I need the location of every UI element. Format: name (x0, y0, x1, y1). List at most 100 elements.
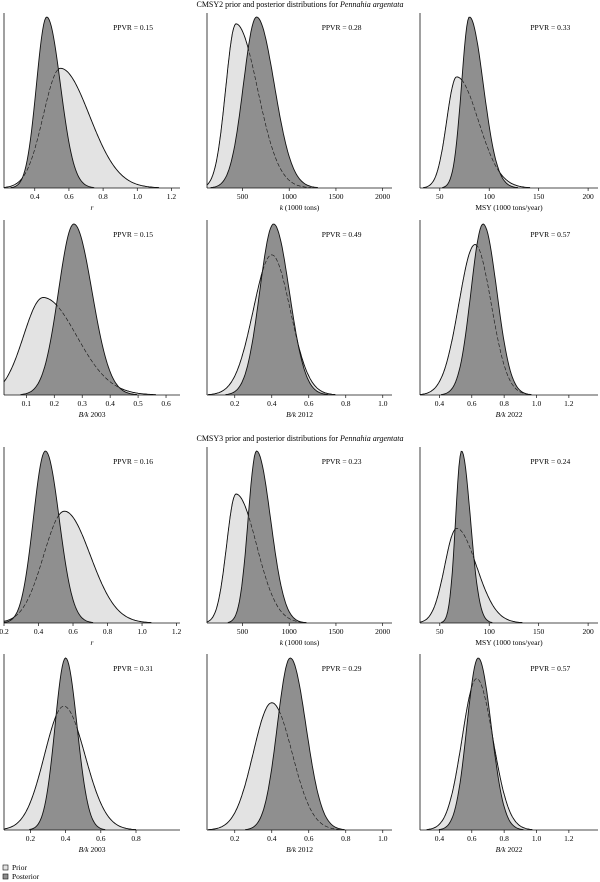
posterior-curve (440, 450, 493, 624)
prior-dashed-curve (426, 678, 533, 830)
ppvr-label: PPVR = 0.49 (322, 230, 362, 239)
x-tick-label: 1.2 (167, 192, 177, 201)
panel-cmsy2-bk2022: 0.4 0.6 0.8 1.0 1.2 B/k 2022 PPVR = 0.57 (419, 220, 598, 419)
posterior-area (225, 224, 329, 395)
x-tick-label: 0.4 (435, 399, 445, 408)
x-tick-label: 0.8 (341, 399, 351, 408)
x-tick-label: 0.1 (22, 399, 32, 408)
posterior-area (20, 224, 138, 395)
posterior-curve (20, 223, 138, 396)
x-tick-label: 2000 (375, 192, 390, 201)
posterior-curve (227, 450, 306, 624)
panel-cmsy2-msy: 50 100 150 200 MSY (1000 tons/year) PPVR = 0.… (419, 13, 598, 212)
posterior-curve (441, 223, 532, 396)
x-tick-label: 0.6 (161, 399, 171, 408)
prior-dashed-curve (206, 493, 307, 623)
x-tick-label: 1500 (328, 192, 343, 201)
x-tick-label: 50 (436, 627, 444, 636)
posterior-area (210, 17, 318, 188)
x-tick-label: 0.3 (78, 399, 88, 408)
x-tick-label: 0.4 (267, 399, 277, 408)
ppvr-label: PPVR = 0.15 (113, 230, 153, 239)
posterior-area (10, 17, 95, 188)
posterior-area (227, 451, 306, 623)
prior-dashed-curve (419, 244, 532, 395)
section-title-cmsy3: CMSY3 prior and posterior distributions … (196, 434, 403, 443)
x-tick-label: 1000 (282, 192, 297, 201)
prior-dashed-curve (3, 510, 152, 623)
prior-dashed-curve (3, 68, 160, 188)
x-tick-label: 0.8 (499, 834, 509, 843)
panel-cmsy2-bk2012: 0.2 0.4 0.6 0.8 1.0 B/k 2012 PPVR = 0.49 (206, 220, 392, 419)
x-tick-label: 0.4 (34, 627, 44, 636)
posterior-curve (29, 657, 106, 831)
prior-dashed-curve (3, 705, 136, 830)
x-tick-label: 1.0 (378, 834, 388, 843)
legend-posterior-swatch (2, 873, 9, 880)
panel-cmsy3-r: 0.2 0.4 0.6 0.8 1.0 1.2 r PPVR = 0.16 (0, 447, 181, 647)
x-tick-label: 0.8 (499, 399, 509, 408)
x-tick-label: 1.2 (564, 399, 574, 408)
legend-prior-label: Prior (12, 863, 28, 872)
x-tick-label: 0.4 (267, 834, 277, 843)
section-title-cmsy2: CMSY2 prior and posterior distributions … (196, 0, 403, 9)
ppvr-label: PPVR = 0.15 (113, 23, 153, 32)
x-axis-label: k (1000 tons) (280, 638, 320, 647)
x-tick-label: 1500 (328, 627, 343, 636)
x-tick-label: 0.2 (230, 834, 240, 843)
x-axis-label: MSY (1000 tons/year) (475, 203, 543, 212)
x-tick-label: 0.6 (467, 399, 477, 408)
x-axis-label: MSY (1000 tons/year) (475, 638, 543, 647)
x-tick-label: 100 (484, 192, 496, 201)
panel-grid: 0.4 0.6 0.8 1.0 1.2 r PPVR = 0.15 500 1000 1500 20… (0, 13, 598, 854)
posterior-curve (245, 657, 345, 831)
posterior-curve (225, 223, 329, 396)
posterior-curve (3, 450, 94, 624)
x-tick-label: 0.8 (131, 834, 141, 843)
x-tick-label: 0.6 (96, 834, 106, 843)
posterior-area (4, 451, 94, 623)
x-tick-label: 0.6 (68, 627, 78, 636)
x-tick-label: 0.6 (467, 834, 477, 843)
x-axis-label: B/k 2022 (496, 845, 523, 854)
x-tick-label: 1.0 (378, 399, 388, 408)
panel-cmsy3-bk2022: 0.4 0.6 0.8 1.0 1.2 B/k 2022 PPVR = 0.57 (419, 654, 598, 854)
x-axis-label: B/k 2022 (496, 410, 523, 419)
x-axis-label: r (91, 203, 94, 212)
legend-posterior-label: Posterior (12, 872, 40, 881)
x-tick-label: 0.2 (50, 399, 60, 408)
prior-dashed-curve (208, 254, 336, 395)
posterior-area (245, 658, 345, 830)
x-tick-label: 0.2 (0, 627, 9, 636)
posterior-area (438, 658, 524, 830)
x-tick-label: 0.4 (105, 399, 115, 408)
x-axis-label: B/k 2012 (286, 410, 313, 419)
posterior-area (441, 451, 493, 623)
x-axis-label: B/k 2003 (79, 845, 106, 854)
posterior-curve (438, 657, 524, 831)
x-tick-label: 200 (582, 627, 594, 636)
panel-cmsy3-k: 500 1000 1500 2000 k (1000 tons) PPVR = 0.23 (206, 447, 392, 647)
prior-dashed-curve (206, 23, 312, 188)
x-tick-label: 0.4 (435, 834, 445, 843)
ppvr-label: PPVR = 0.28 (322, 23, 362, 32)
prior-dashed-curve (3, 297, 156, 395)
ppvr-label: PPVR = 0.23 (322, 457, 362, 466)
posterior-curve (210, 16, 319, 189)
x-axis-label: r (91, 638, 94, 647)
x-tick-label: 2000 (375, 627, 390, 636)
x-tick-label: 50 (436, 192, 444, 201)
ppvr-label: PPVR = 0.16 (113, 457, 153, 466)
posterior-area (442, 17, 518, 189)
x-tick-label: 0.8 (341, 834, 351, 843)
x-tick-label: 0.5 (133, 399, 143, 408)
prior-dashed-curve (208, 702, 342, 830)
x-tick-label: 500 (237, 627, 249, 636)
panel-cmsy3-bk2003: 0.2 0.4 0.6 0.8 B/k 2003 PPVR = 0.31 (3, 654, 180, 854)
x-tick-label: 1.2 (172, 627, 182, 636)
x-tick-label: 200 (582, 192, 594, 201)
ppvr-label: PPVR = 0.57 (530, 230, 570, 239)
x-tick-label: 0.4 (61, 834, 71, 843)
ppvr-label: PPVR = 0.33 (530, 23, 570, 32)
x-tick-label: 150 (533, 627, 545, 636)
